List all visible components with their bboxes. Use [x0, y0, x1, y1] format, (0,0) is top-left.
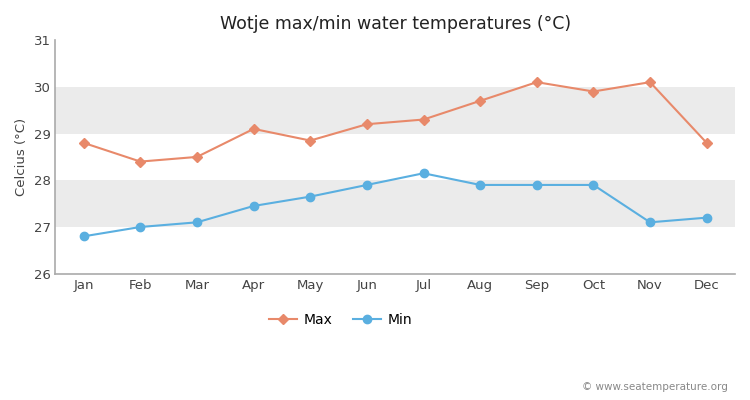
Bar [56, 134, 735, 180]
Bar [56, 87, 735, 134]
Bar [56, 180, 735, 227]
Bar [56, 227, 735, 274]
Title: Wotje max/min water temperatures (°C): Wotje max/min water temperatures (°C) [220, 15, 571, 33]
Legend: Max, Min: Max, Min [263, 307, 419, 332]
Bar [56, 40, 735, 87]
Y-axis label: Celcius (°C): Celcius (°C) [15, 118, 28, 196]
Text: © www.seatemperature.org: © www.seatemperature.org [582, 382, 728, 392]
